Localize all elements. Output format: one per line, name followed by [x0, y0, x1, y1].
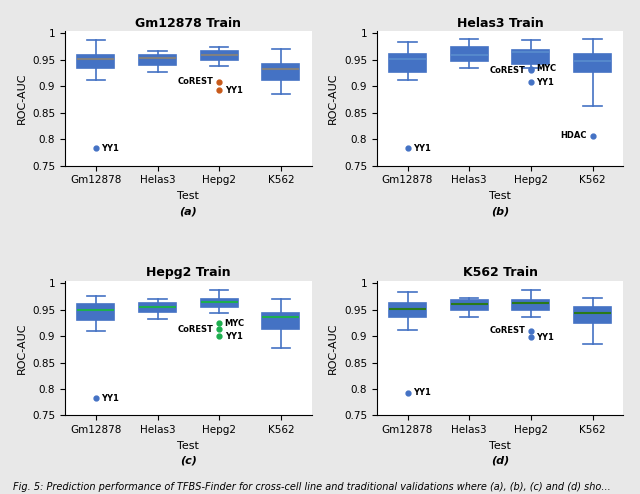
PathPatch shape: [201, 51, 237, 60]
PathPatch shape: [77, 55, 115, 68]
Y-axis label: ROC-AUC: ROC-AUC: [328, 73, 339, 124]
Y-axis label: ROC-AUC: ROC-AUC: [328, 322, 339, 374]
Text: CoREST: CoREST: [178, 325, 214, 334]
PathPatch shape: [513, 300, 549, 310]
PathPatch shape: [451, 47, 488, 61]
Text: YY1: YY1: [102, 144, 119, 153]
PathPatch shape: [77, 304, 115, 320]
PathPatch shape: [139, 55, 176, 65]
PathPatch shape: [574, 53, 611, 72]
PathPatch shape: [513, 50, 549, 64]
PathPatch shape: [262, 313, 300, 329]
Text: YY1: YY1: [536, 78, 554, 86]
Text: Fig. 5: Prediction performance of TFBS-Finder for cross-cell line and traditiona: Fig. 5: Prediction performance of TFBS-F…: [13, 482, 611, 492]
X-axis label: Test: Test: [489, 441, 511, 451]
Text: MYC: MYC: [536, 64, 557, 74]
Text: YY1: YY1: [413, 144, 431, 153]
PathPatch shape: [201, 299, 237, 307]
PathPatch shape: [389, 303, 426, 317]
Text: YY1: YY1: [413, 388, 431, 397]
PathPatch shape: [574, 307, 611, 324]
X-axis label: Test: Test: [489, 191, 511, 201]
Text: YY1: YY1: [225, 331, 243, 341]
Text: (a): (a): [179, 206, 197, 216]
Text: CoREST: CoREST: [490, 66, 525, 75]
PathPatch shape: [389, 53, 426, 72]
Title: Hepg2 Train: Hepg2 Train: [146, 266, 230, 280]
Text: (c): (c): [180, 456, 197, 466]
Y-axis label: ROC-AUC: ROC-AUC: [17, 73, 27, 124]
PathPatch shape: [451, 300, 488, 310]
Text: YY1: YY1: [102, 394, 119, 403]
Text: (d): (d): [491, 456, 509, 466]
X-axis label: Test: Test: [177, 441, 199, 451]
X-axis label: Test: Test: [177, 191, 199, 201]
Text: MYC: MYC: [225, 319, 245, 328]
PathPatch shape: [139, 303, 176, 312]
Title: Helas3 Train: Helas3 Train: [457, 17, 543, 30]
Text: HDAC: HDAC: [561, 131, 587, 140]
Text: CoREST: CoREST: [490, 327, 525, 335]
Text: (b): (b): [491, 206, 509, 216]
Text: YY1: YY1: [225, 85, 243, 94]
Title: K562 Train: K562 Train: [463, 266, 538, 280]
Text: YY1: YY1: [536, 332, 554, 342]
Y-axis label: ROC-AUC: ROC-AUC: [17, 322, 27, 374]
PathPatch shape: [262, 64, 300, 80]
Title: Gm12878 Train: Gm12878 Train: [136, 17, 241, 30]
Text: CoREST: CoREST: [178, 77, 214, 86]
